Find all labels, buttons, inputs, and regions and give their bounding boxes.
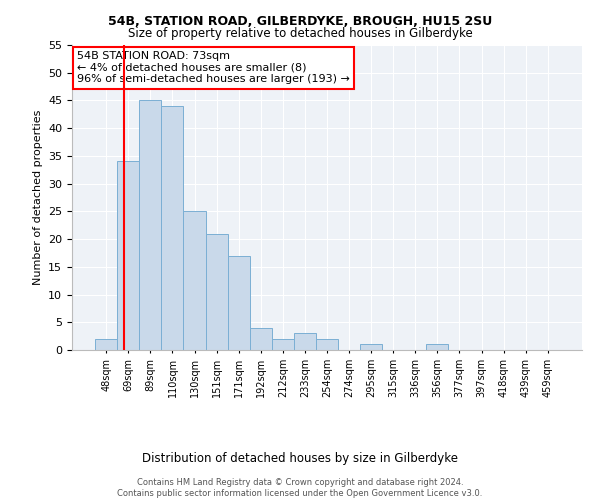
Bar [184, 212, 206, 350]
Bar [316, 339, 338, 350]
Bar [161, 106, 184, 350]
Text: Contains HM Land Registry data © Crown copyright and database right 2024.
Contai: Contains HM Land Registry data © Crown c… [118, 478, 482, 498]
Text: 54B STATION ROAD: 73sqm
← 4% of detached houses are smaller (8)
96% of semi-deta: 54B STATION ROAD: 73sqm ← 4% of detached… [77, 51, 350, 84]
Bar [272, 339, 294, 350]
Bar [95, 339, 117, 350]
Text: Distribution of detached houses by size in Gilberdyke: Distribution of detached houses by size … [142, 452, 458, 465]
Bar [117, 162, 139, 350]
Bar [427, 344, 448, 350]
Bar [206, 234, 227, 350]
Bar [294, 334, 316, 350]
Y-axis label: Number of detached properties: Number of detached properties [32, 110, 43, 285]
Bar [360, 344, 382, 350]
Bar [139, 100, 161, 350]
Bar [227, 256, 250, 350]
Text: 54B, STATION ROAD, GILBERDYKE, BROUGH, HU15 2SU: 54B, STATION ROAD, GILBERDYKE, BROUGH, H… [108, 15, 492, 28]
Text: Size of property relative to detached houses in Gilberdyke: Size of property relative to detached ho… [128, 28, 472, 40]
Bar [250, 328, 272, 350]
